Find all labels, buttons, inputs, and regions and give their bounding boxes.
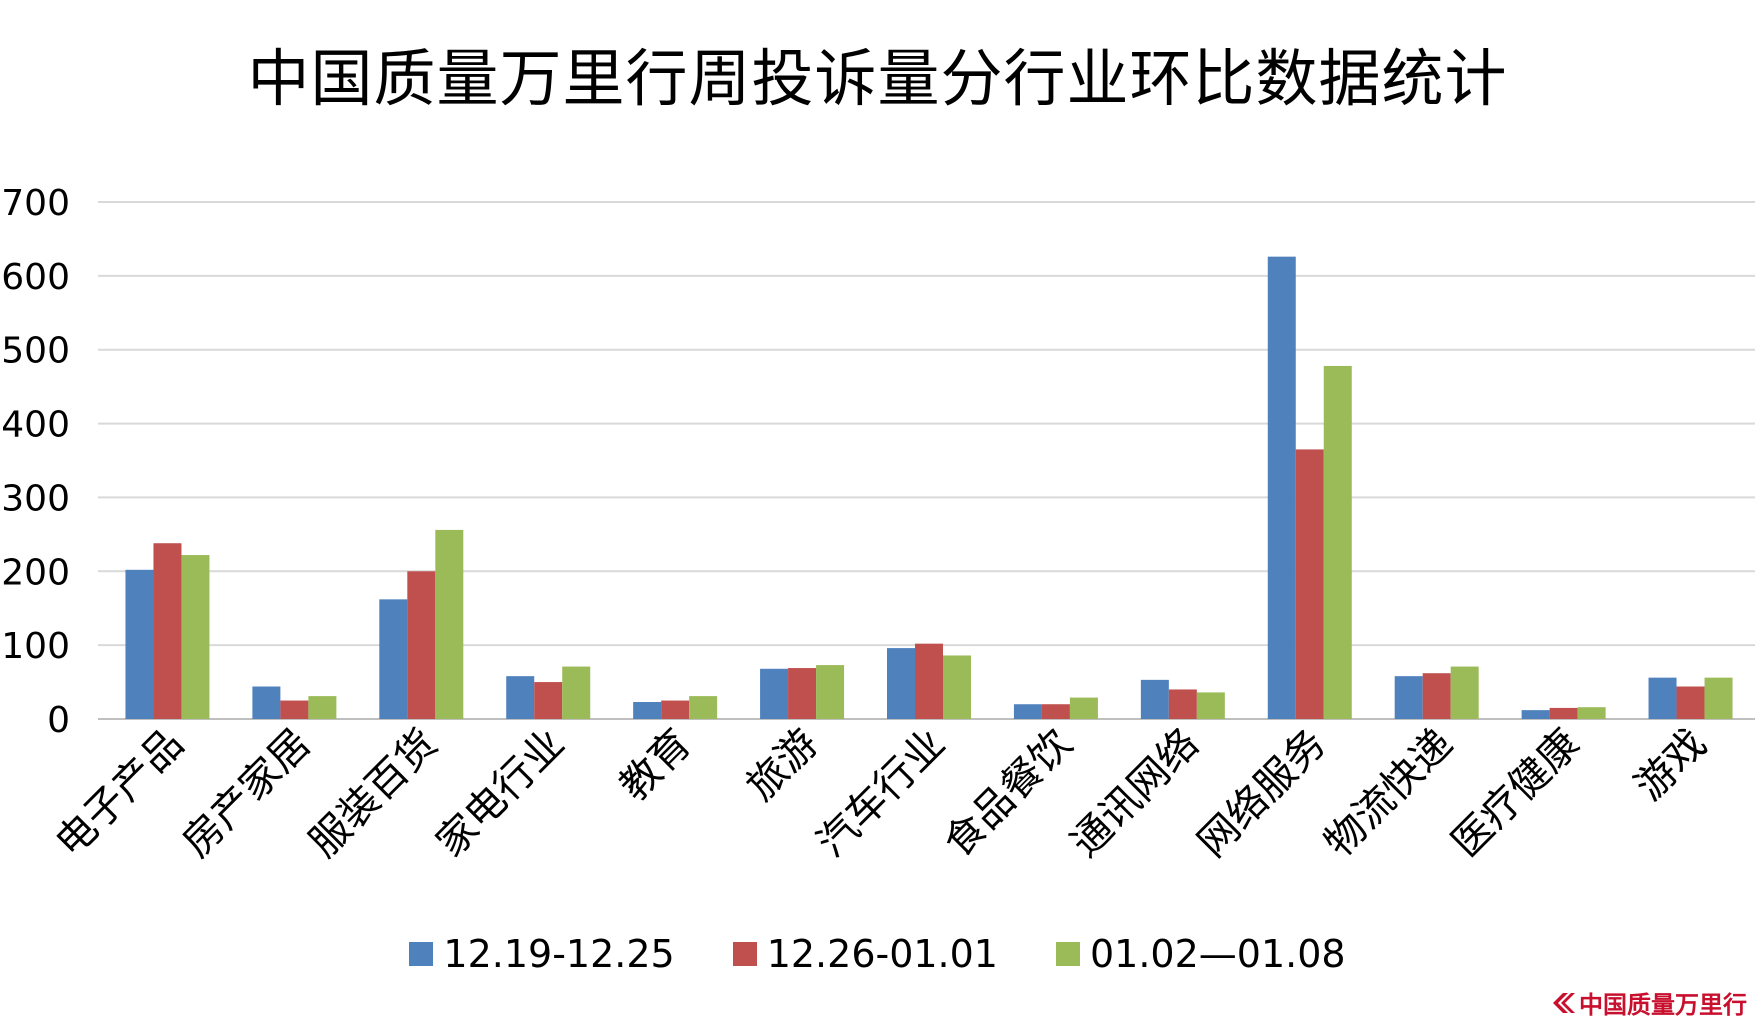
legend-swatch xyxy=(409,942,434,966)
bar xyxy=(943,655,971,719)
x-category-label: 电子产品 xyxy=(47,721,193,867)
bars xyxy=(125,256,1733,719)
x-category-label: 通讯网络 xyxy=(1062,721,1208,867)
x-category-label: 汽车行业 xyxy=(808,721,954,867)
bar xyxy=(1295,449,1324,719)
bar xyxy=(1704,677,1733,719)
x-category-label: 医疗健康 xyxy=(1443,721,1589,867)
bar xyxy=(181,555,210,719)
x-category-label: 服装百货 xyxy=(301,721,447,867)
bar xyxy=(1676,686,1705,719)
bar xyxy=(1394,676,1423,719)
bar xyxy=(1323,365,1352,719)
x-category-label: 网络服务 xyxy=(1189,721,1335,867)
y-axis-ticks: 0 100 200 300 400 500 600 700 xyxy=(1,183,70,741)
bar xyxy=(1041,704,1070,719)
bar xyxy=(1196,692,1225,719)
bar xyxy=(1521,710,1550,719)
bar xyxy=(661,700,690,719)
legend-swatch xyxy=(732,942,757,966)
bar xyxy=(407,571,436,719)
bar xyxy=(1069,697,1098,719)
watermark-text: 中国质量万里行 xyxy=(1579,990,1747,1019)
y-tick-label: 0 xyxy=(47,700,70,741)
bar xyxy=(760,668,789,719)
x-category-label: 房产家居 xyxy=(174,721,320,867)
bar xyxy=(562,666,591,719)
y-tick-label: 100 xyxy=(1,626,70,667)
x-category-label: 物流快递 xyxy=(1316,721,1462,867)
x-category-label: 教育 xyxy=(611,721,700,810)
bar xyxy=(1450,666,1479,719)
bar xyxy=(153,543,182,719)
bar xyxy=(1140,679,1169,719)
bar xyxy=(1577,707,1606,719)
bar xyxy=(816,665,845,719)
bar xyxy=(1549,707,1578,719)
bar xyxy=(125,569,154,719)
y-tick-label: 600 xyxy=(1,257,70,298)
y-tick-label: 400 xyxy=(1,405,70,446)
bar xyxy=(689,696,718,719)
brand-logo-icon xyxy=(1553,992,1575,1013)
chart-title: 中国质量万里行周投诉量分行业环比数据统计 xyxy=(247,42,1508,115)
legend-item: 01.02—01.08 xyxy=(1056,932,1346,976)
y-tick-label: 300 xyxy=(1,478,70,519)
bar xyxy=(887,648,915,719)
bar xyxy=(534,682,563,719)
y-tick-label: 500 xyxy=(1,331,70,372)
bar xyxy=(1648,677,1677,719)
gridlines xyxy=(98,201,1755,720)
x-category-label: 旅游 xyxy=(738,721,827,810)
bar xyxy=(280,700,309,719)
legend-swatch xyxy=(1056,942,1080,966)
x-category-label: 家电行业 xyxy=(428,721,574,867)
legend-item: 12.26-01.01 xyxy=(732,932,998,976)
legend-label: 01.02—01.08 xyxy=(1090,932,1346,976)
watermark: 中国质量万里行 xyxy=(1549,985,1747,1020)
bar xyxy=(252,686,281,719)
bar xyxy=(1013,704,1042,719)
x-category-label: 游戏 xyxy=(1627,721,1716,810)
bar xyxy=(1422,673,1451,719)
bar xyxy=(435,529,464,719)
legend-label: 12.19-12.25 xyxy=(443,932,675,976)
y-tick-label: 200 xyxy=(1,552,70,593)
bar xyxy=(506,676,535,719)
bar xyxy=(1267,256,1296,719)
bar xyxy=(308,696,337,719)
bar xyxy=(633,702,662,719)
x-category-label: 食品餐饮 xyxy=(935,721,1081,867)
bar xyxy=(915,643,943,719)
legend: 12.19-12.25 12.26-01.01 01.02—01.08 xyxy=(0,932,1755,976)
bar xyxy=(788,668,817,719)
y-tick-label: 700 xyxy=(1,183,70,224)
bar xyxy=(379,599,408,719)
legend-item: 12.19-12.25 xyxy=(409,932,675,976)
bar xyxy=(1168,689,1197,719)
legend-label: 12.26-01.01 xyxy=(766,932,998,976)
